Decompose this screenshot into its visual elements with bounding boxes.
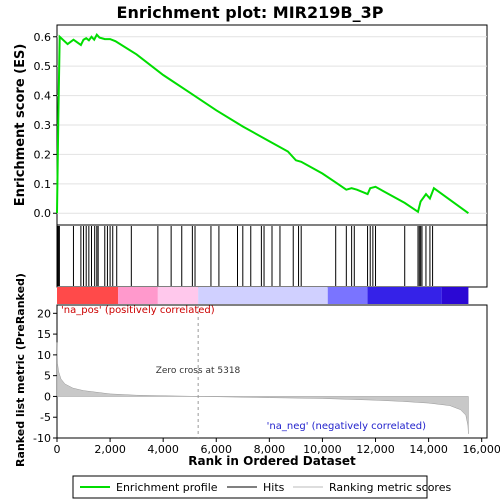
es-y-tick-label: 0.6 <box>34 31 52 44</box>
legend: Enrichment profile Hits Ranking metric s… <box>72 475 451 499</box>
ranked-y-tick-label: 15 <box>37 328 51 341</box>
colorbar-segment <box>198 287 328 304</box>
x-tick-label: 6,000 <box>201 443 233 456</box>
colorbar-segment <box>327 287 368 304</box>
colorbar-segment <box>367 287 442 304</box>
hit-marks <box>56 226 434 286</box>
hits-panel <box>56 224 488 288</box>
ranked-y-tick-label: 10 <box>37 349 51 362</box>
x-axis: 0 2,000 4,000 6,000 8,000 10,000 12,000 14,000 1… <box>54 438 500 456</box>
ranked-y-label: Ranked list metric (PreRanked) <box>14 273 27 467</box>
x-axis-label: Rank in Ordered Dataset <box>188 454 356 468</box>
ranked-y-tick-label: -10 <box>33 432 51 445</box>
colorbar-segment <box>441 287 469 304</box>
legend-enrichment-label: Enrichment profile <box>116 481 218 494</box>
x-tick-label: 16,000 <box>462 443 500 456</box>
ranked-y-tick-label: 0 <box>44 390 51 403</box>
enrichment-profile-line <box>56 32 469 215</box>
es-y-tick-label: 0.3 <box>34 119 52 132</box>
x-tick-label: 10,000 <box>303 443 342 456</box>
ranked-y-axis: -10 -5 0 5 10 15 20 <box>33 307 57 445</box>
es-y-tick-label: 0.2 <box>34 148 52 161</box>
x-tick-label: 14,000 <box>409 443 448 456</box>
x-tick-label: 8,000 <box>254 443 286 456</box>
es-gridlines <box>57 36 487 214</box>
legend-ranking-label: Ranking metric scores <box>329 481 451 494</box>
na-pos-annotation: 'na_pos' (positively correlated) <box>61 305 215 316</box>
ranked-plot-area <box>56 304 488 439</box>
legend-hits-label: Hits <box>263 481 285 494</box>
colorbar-segment <box>57 287 119 304</box>
ranked-colorbar <box>57 287 469 304</box>
es-y-tick-label: 0.1 <box>34 178 52 191</box>
x-tick-label: 2,000 <box>94 443 126 456</box>
ranked-panel: -10 -5 0 5 10 15 20 'na_pos' (positively corre… <box>14 273 488 467</box>
x-tick-label: 4,000 <box>147 443 179 456</box>
x-tick-label: 0 <box>54 443 61 456</box>
ranked-y-tick-label: -5 <box>40 411 51 424</box>
ranked-y-tick-label: 20 <box>37 307 51 320</box>
colorbar-segment <box>118 287 158 304</box>
ranking-metric-area <box>56 342 469 434</box>
zero-cross-annotation: Zero cross at 5318 <box>156 366 241 376</box>
chart-title: Enrichment plot: MIR219B_3P <box>117 3 384 22</box>
es-y-label: Enrichment score (ES) <box>13 44 28 207</box>
es-y-tick-label: 0.4 <box>34 90 52 103</box>
es-panel: 0.0 0.1 0.2 0.3 0.4 0.5 0.6 Enrichment score (… <box>13 24 488 226</box>
colorbar-segment <box>157 287 199 304</box>
x-tick-label: 12,000 <box>356 443 395 456</box>
es-y-axis: 0.0 0.1 0.2 0.3 0.4 0.5 0.6 <box>34 31 57 220</box>
es-y-tick-label: 0.5 <box>34 60 52 73</box>
na-neg-annotation: 'na_neg' (negatively correlated) <box>267 421 426 432</box>
ranked-y-tick-label: 5 <box>44 370 51 383</box>
es-y-tick-label: 0.0 <box>34 207 52 220</box>
